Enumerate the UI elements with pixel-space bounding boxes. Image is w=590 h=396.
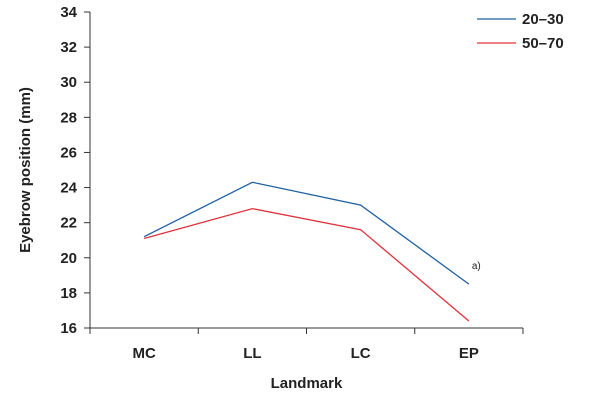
y-tick-label: 30 [60, 74, 77, 91]
y-axis-title: Eyebrow position (mm) [17, 87, 34, 253]
legend: 20–30 50–70 [477, 11, 564, 52]
annotations: a) [472, 261, 481, 272]
legend-label: 50–70 [522, 35, 564, 52]
x-tick-label: LL [243, 345, 261, 362]
legend-label: 20–30 [522, 11, 564, 28]
y-tick-label: 22 [60, 215, 77, 232]
x-tick-label: EP [459, 345, 479, 362]
y-tick-label: 24 [60, 180, 77, 197]
y-axis-ticks: 16 18 20 22 24 26 28 30 32 34 [60, 4, 90, 337]
y-tick-label: 34 [60, 4, 77, 21]
y-tick-label: 18 [60, 285, 77, 302]
x-tick-label: LC [351, 345, 371, 362]
y-tick-label: 26 [60, 144, 77, 161]
axes [89, 12, 523, 329]
annotation-label: a) [472, 261, 481, 272]
series-line-2 [143, 207, 470, 322]
x-tick-label: MC [132, 345, 155, 362]
series-line-1 [143, 181, 470, 285]
series-layer [143, 181, 470, 322]
x-axis-title: Landmark [271, 375, 343, 392]
y-tick-label: 20 [60, 250, 77, 267]
x-axis-ticks: MC LL LC EP [89, 328, 524, 362]
y-tick-label: 32 [60, 39, 77, 56]
y-tick-label: 16 [60, 320, 77, 337]
y-tick-label: 28 [60, 109, 77, 126]
